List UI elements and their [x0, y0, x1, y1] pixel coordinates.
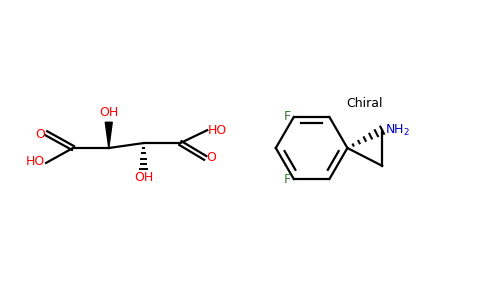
Text: F: F [284, 110, 291, 123]
Text: Chiral: Chiral [347, 98, 383, 110]
Text: HO: HO [208, 124, 227, 137]
Text: O: O [206, 152, 216, 164]
Text: OH: OH [99, 106, 119, 119]
Text: OH: OH [134, 171, 153, 184]
Text: HO: HO [26, 155, 45, 168]
Polygon shape [106, 122, 112, 148]
Text: F: F [284, 173, 291, 186]
Text: O: O [35, 128, 45, 141]
Text: NH$_2$: NH$_2$ [385, 123, 410, 138]
